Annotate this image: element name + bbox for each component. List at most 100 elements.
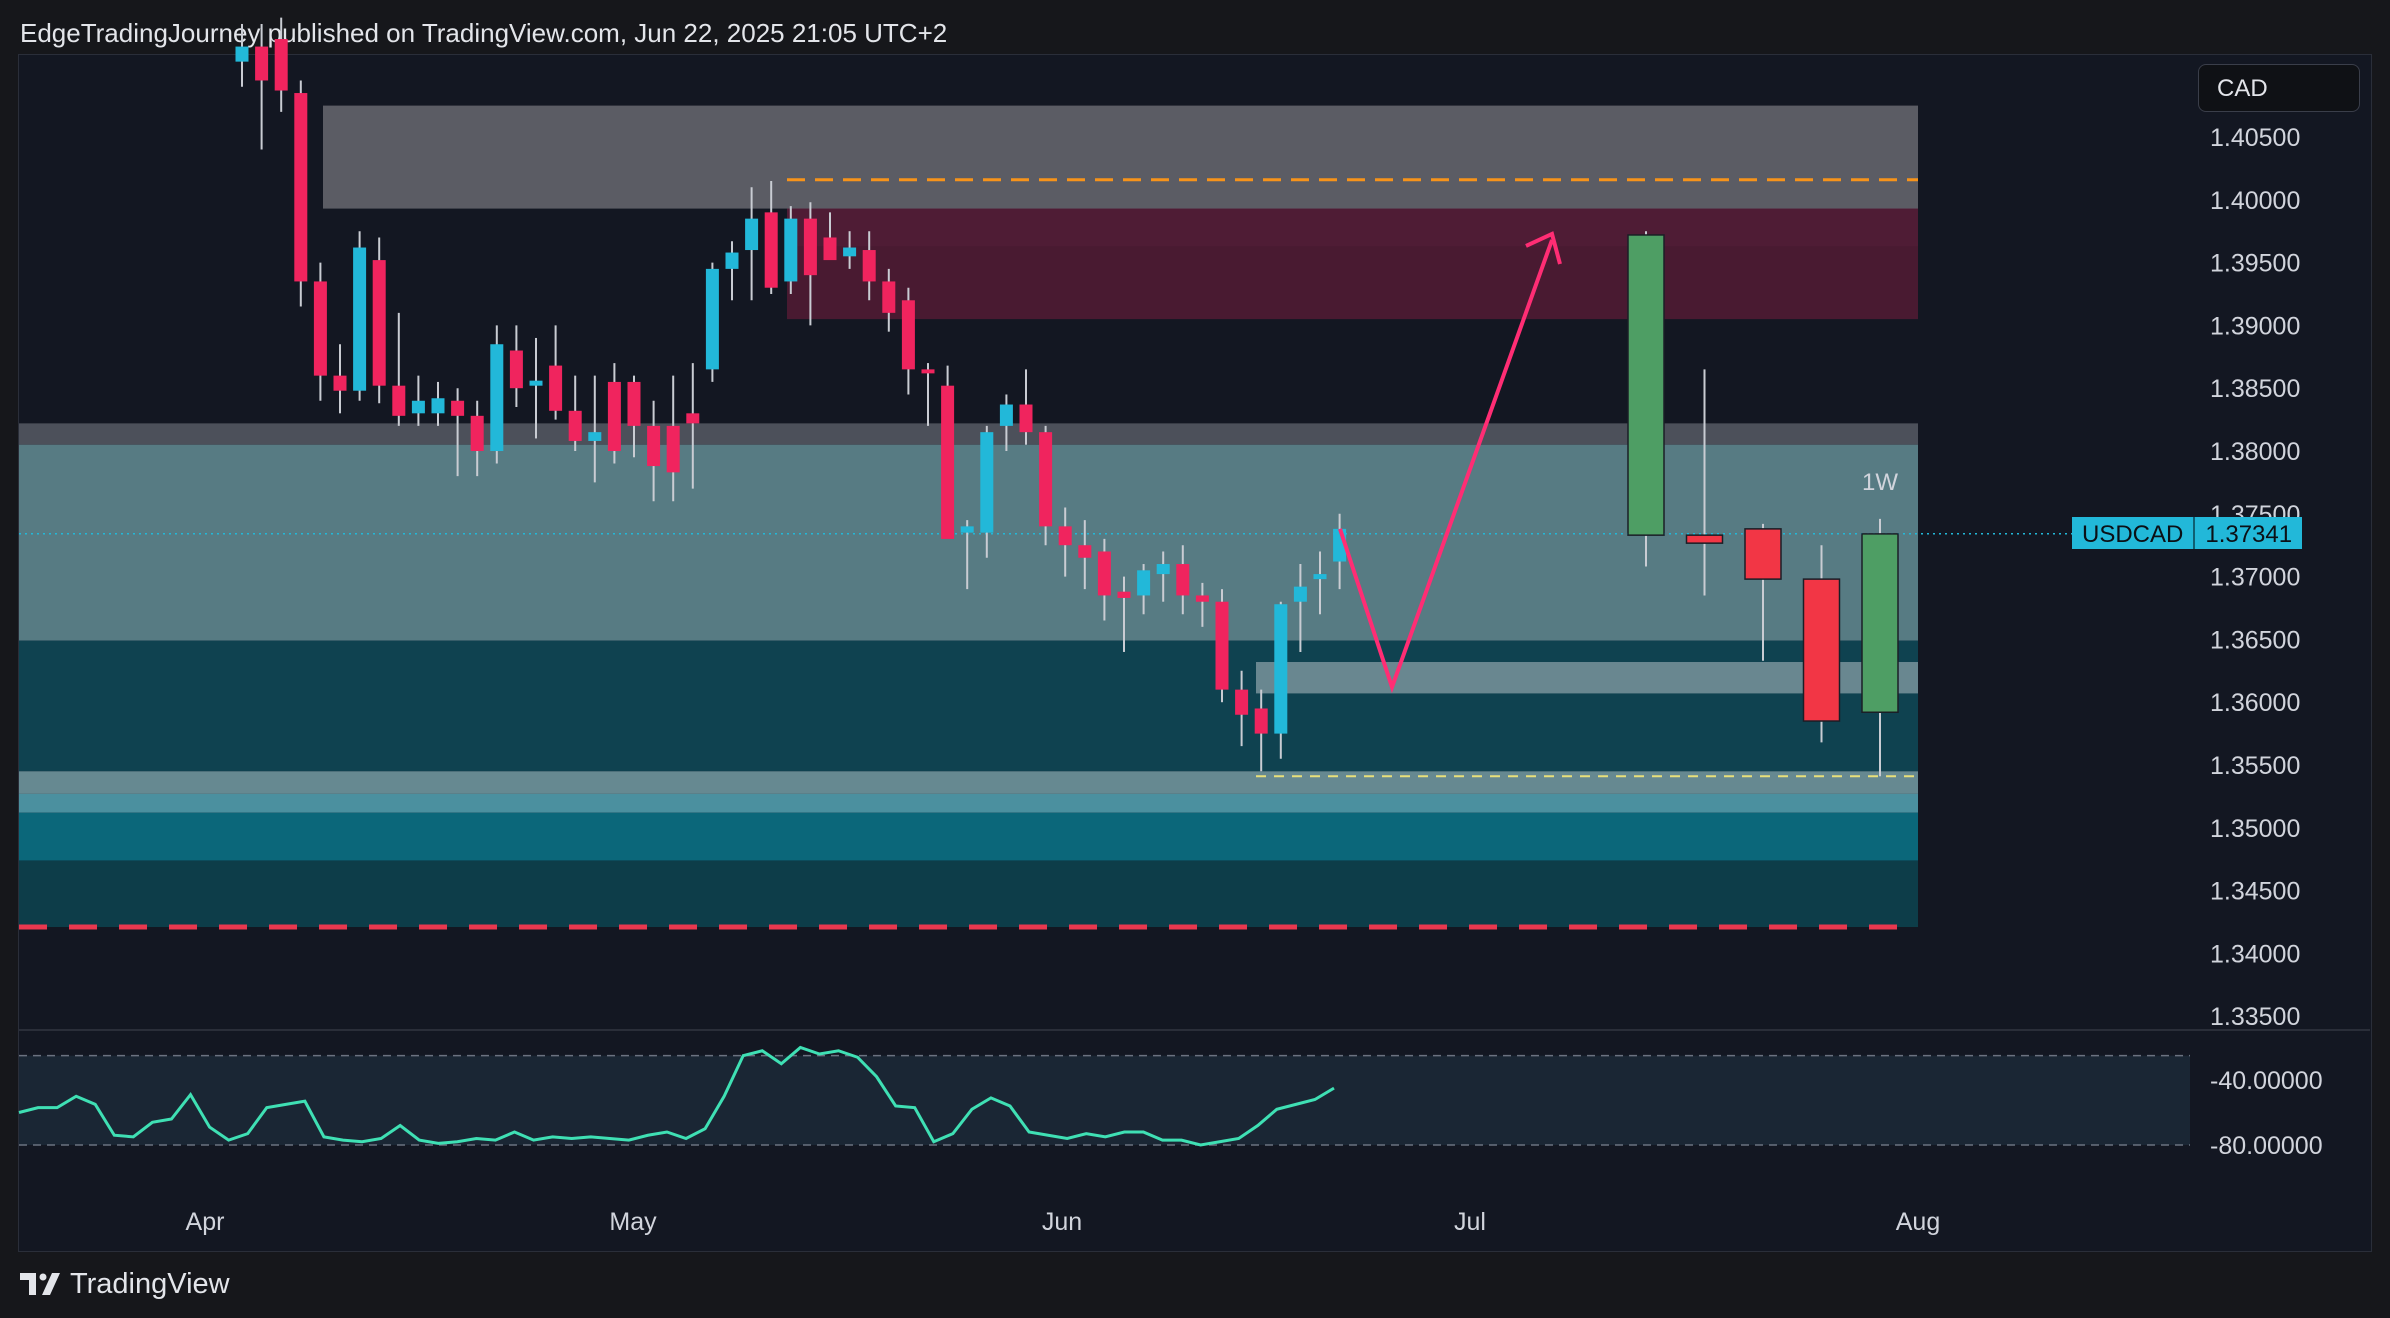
daily-candle-body	[490, 344, 504, 451]
daily-candle-body	[764, 212, 778, 288]
daily-candle-body	[1274, 604, 1288, 734]
daily-candle-body	[1097, 551, 1111, 596]
daily-candle-body	[784, 218, 798, 282]
daily-candle-body	[1039, 432, 1053, 527]
y-tick-label: 1.37000	[2210, 564, 2300, 592]
weekly-candle-body	[1861, 533, 1899, 713]
y-tick-label: 1.36500	[2210, 626, 2300, 654]
daily-candle-body	[1254, 708, 1268, 734]
zone-teal-dark	[19, 640, 1918, 772]
y-tick-label: 1.39500	[2210, 250, 2300, 278]
daily-candle-body	[294, 93, 308, 282]
publish-header: EdgeTradingJourney published on TradingV…	[20, 18, 948, 48]
daily-candle-body	[568, 410, 582, 441]
zone-grey-supply	[323, 105, 1918, 209]
daily-candle-body	[1156, 564, 1170, 575]
daily-candle-body	[647, 425, 661, 467]
y-tick-label: 1.40500	[2210, 124, 2300, 152]
y-tick-label: 1.34000	[2210, 940, 2300, 968]
y-tick-label: 1.40000	[2210, 187, 2300, 215]
x-tick-label: Aug	[1896, 1208, 1940, 1236]
daily-candle-body	[470, 415, 484, 451]
weekly-candle-body	[1685, 534, 1724, 544]
daily-candle-body	[353, 247, 367, 391]
daily-candle-body	[901, 300, 915, 370]
currency-selector[interactable]: CAD	[2198, 64, 2360, 112]
timeframe-label: 1W	[1862, 469, 1898, 496]
daily-candle-body	[588, 432, 602, 441]
daily-candle-body	[1078, 545, 1092, 558]
current-price-tag: USDCAD 1.37341	[2072, 517, 2303, 549]
daily-candle-body	[274, 39, 288, 91]
daily-candle-body	[1195, 595, 1209, 602]
daily-candle-body	[1176, 564, 1190, 596]
daily-candle-body	[1117, 591, 1131, 598]
x-tick-label: Apr	[186, 1208, 225, 1236]
y-tick-label: 1.39000	[2210, 312, 2300, 340]
projection-arrow-line	[1338, 239, 1554, 694]
zone-light-strip	[19, 771, 1918, 794]
weekly-candle-body	[1802, 578, 1841, 722]
tradingview-logo-icon	[20, 1273, 60, 1295]
y-tick-label: 1.38500	[2210, 375, 2300, 403]
daily-candle-body	[1137, 570, 1151, 596]
oscillator-band	[19, 1055, 2190, 1145]
daily-candle-body	[686, 413, 700, 424]
daily-candle-body	[941, 385, 955, 539]
daily-candle-body	[333, 375, 347, 391]
daily-candle-body	[823, 237, 837, 261]
zone-blue-strip	[19, 793, 1918, 813]
daily-candle-body	[803, 218, 817, 276]
daily-candle-body	[529, 380, 543, 386]
weekly-candle-body	[1744, 528, 1782, 580]
daily-candle-body	[431, 398, 445, 414]
daily-candle-body	[843, 247, 857, 257]
brand-name: TradingView	[70, 1267, 230, 1300]
daily-candle-body	[627, 381, 641, 426]
projection-arrowhead	[1525, 231, 1562, 265]
daily-candle-body	[1235, 689, 1249, 715]
zone-teal-light	[19, 444, 1918, 641]
y-tick-label: 1.35000	[2210, 815, 2300, 843]
daily-candle-body	[705, 268, 719, 370]
daily-candle-body	[1293, 586, 1307, 602]
x-tick-label: Jun	[1042, 1208, 1082, 1236]
daily-candle-body	[882, 281, 896, 313]
footer-brand[interactable]: TradingView	[20, 1266, 230, 1302]
daily-candle-body	[1215, 601, 1229, 690]
daily-candle-body	[607, 381, 621, 451]
zone-maroon-zone	[787, 208, 1918, 320]
daily-candle-body	[451, 400, 465, 416]
daily-candle-body	[235, 46, 249, 62]
daily-candle-body	[509, 350, 523, 389]
price-tag-symbol: USDCAD	[2072, 517, 2196, 549]
daily-candle-body	[980, 432, 994, 533]
daily-candle-body	[725, 252, 739, 269]
oscillator-y-tick: -40.00000	[2210, 1067, 2323, 1095]
zone-cyan-zone	[19, 812, 1918, 861]
daily-candle-body	[921, 369, 935, 374]
price-tag-value: 1.37341	[2195, 517, 2303, 549]
daily-candle-body	[313, 281, 327, 376]
oscillator-y-tick: -80.00000	[2210, 1132, 2323, 1160]
daily-candle-body	[999, 404, 1013, 426]
daily-candle-body	[1019, 404, 1033, 433]
y-tick-label: 1.38000	[2210, 438, 2300, 466]
daily-candle-body	[862, 250, 876, 282]
daily-candle-body	[960, 526, 974, 533]
daily-candle-body	[255, 46, 269, 81]
daily-candle-body	[1313, 574, 1327, 580]
x-tick-label: Jul	[1454, 1208, 1486, 1236]
daily-candle-body	[745, 218, 759, 251]
daily-candle-body	[549, 365, 563, 411]
weekly-candle-body	[1627, 234, 1665, 536]
daily-candle-body	[1058, 526, 1072, 546]
oscillator-line	[18, 1045, 1335, 1147]
y-tick-label: 1.35500	[2210, 752, 2300, 780]
daily-candle-body	[666, 425, 680, 473]
daily-candle-body	[372, 260, 386, 386]
x-tick-label: May	[609, 1208, 657, 1236]
daily-candle-body	[411, 400, 425, 414]
y-tick-label: 1.33500	[2210, 1003, 2300, 1031]
